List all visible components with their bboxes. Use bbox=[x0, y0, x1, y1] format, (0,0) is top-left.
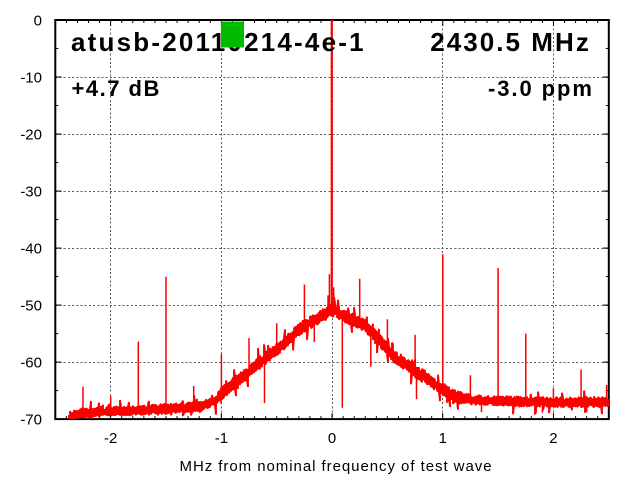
svg-text:-1: -1 bbox=[215, 430, 228, 447]
svg-text:-10: -10 bbox=[20, 70, 42, 87]
svg-text:-3.0 ppm: -3.0 ppm bbox=[488, 76, 594, 101]
svg-text:1: 1 bbox=[439, 430, 447, 447]
svg-text:2430.5 MHz: 2430.5 MHz bbox=[430, 27, 591, 57]
svg-text:-30: -30 bbox=[20, 184, 42, 201]
svg-text:-50: -50 bbox=[20, 298, 42, 315]
svg-text:-60: -60 bbox=[20, 355, 42, 372]
svg-text:MHz from nominal frequency of: MHz from nominal frequency of test wave bbox=[180, 458, 493, 475]
svg-text:0: 0 bbox=[328, 430, 336, 447]
svg-text:-20: -20 bbox=[20, 127, 42, 144]
svg-text:+4.7 dB: +4.7 dB bbox=[72, 76, 161, 101]
svg-text:-40: -40 bbox=[20, 241, 42, 258]
svg-text:-70: -70 bbox=[20, 412, 42, 429]
svg-text:2: 2 bbox=[549, 430, 557, 447]
svg-text:atusb-20110214-4e-1: atusb-20110214-4e-1 bbox=[71, 27, 366, 57]
svg-text:-2: -2 bbox=[104, 430, 117, 447]
svg-text:0: 0 bbox=[34, 13, 42, 30]
